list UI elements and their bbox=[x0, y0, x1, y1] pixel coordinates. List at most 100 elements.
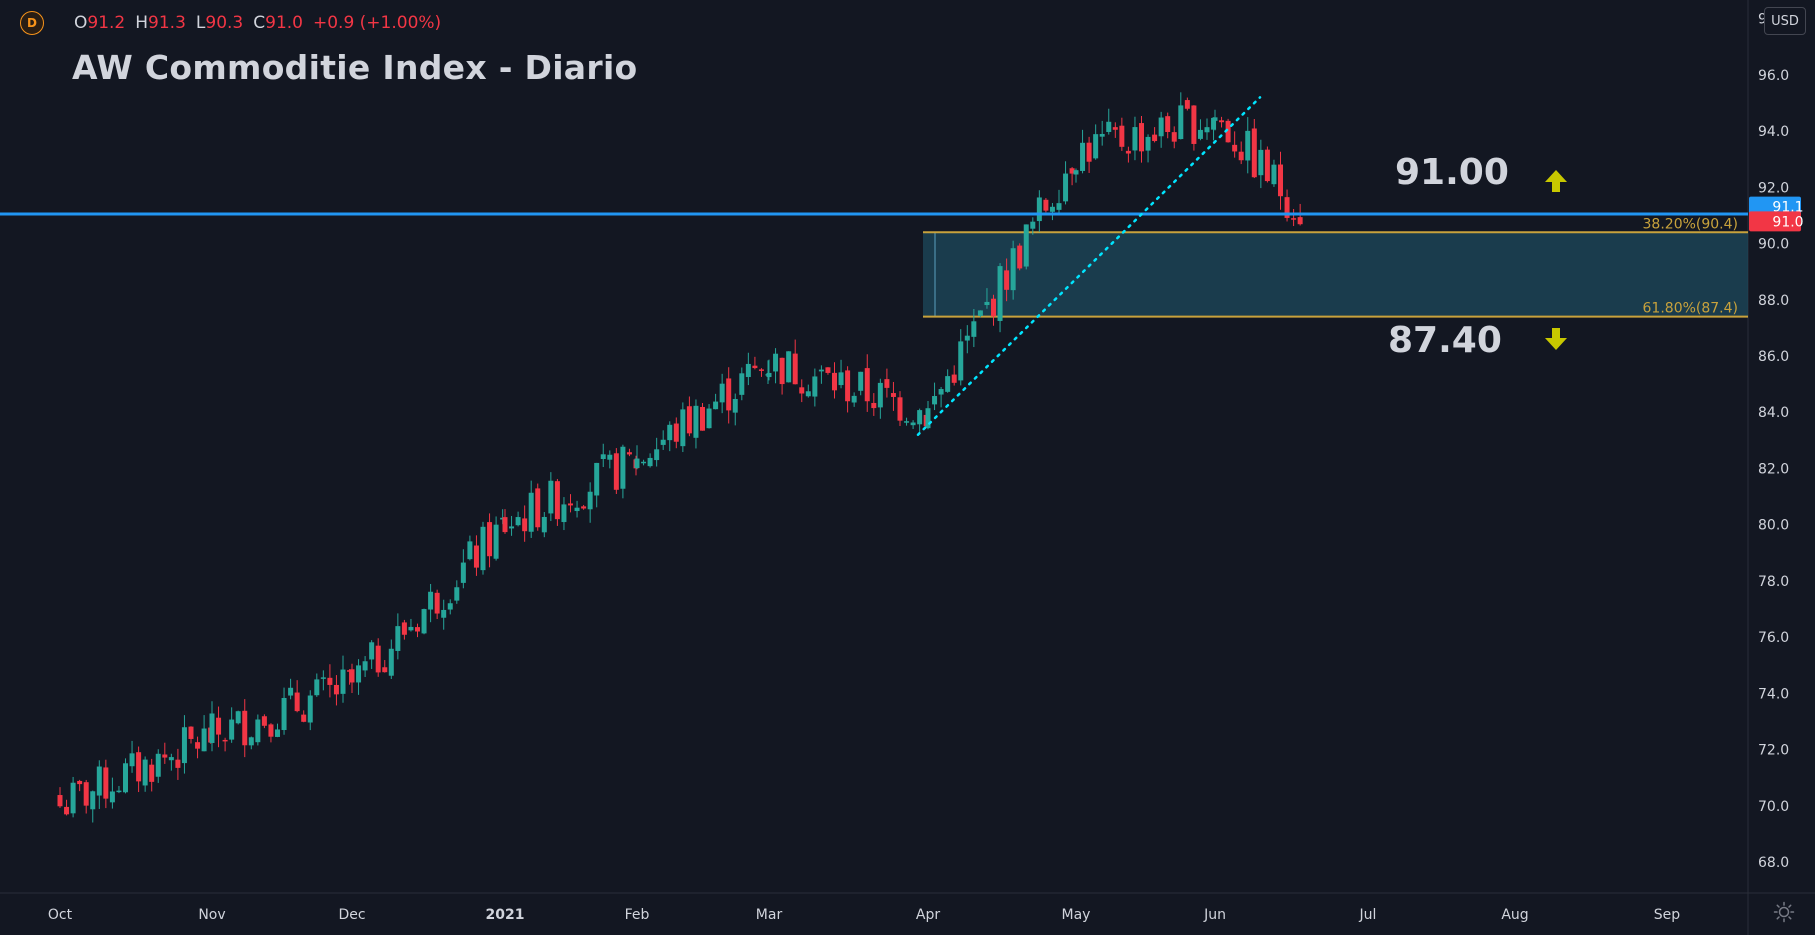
y-tick-label: 74.0 bbox=[1758, 686, 1789, 702]
candle bbox=[1204, 127, 1210, 133]
settings-button[interactable] bbox=[1768, 898, 1800, 926]
candle bbox=[1264, 149, 1270, 182]
candle bbox=[375, 645, 381, 673]
ohlc-open-value: 91.2 bbox=[87, 13, 126, 33]
x-tick-label: Jun bbox=[1203, 907, 1226, 923]
candle bbox=[142, 759, 148, 786]
candle bbox=[561, 504, 567, 523]
ohlc-close-key: C bbox=[253, 13, 266, 33]
candle bbox=[502, 517, 508, 533]
candle bbox=[248, 737, 254, 746]
candle bbox=[594, 462, 600, 496]
ohlc-change: +0.9 (+1.00%) bbox=[312, 13, 442, 33]
candle bbox=[858, 371, 864, 391]
candle bbox=[845, 370, 851, 402]
arrow-down-icon bbox=[1545, 328, 1567, 350]
x-tick-label: Oct bbox=[48, 907, 73, 923]
candle bbox=[1225, 120, 1231, 143]
candle bbox=[77, 780, 83, 785]
candle bbox=[327, 677, 333, 685]
candle bbox=[700, 406, 705, 431]
candle bbox=[693, 405, 699, 438]
candle bbox=[460, 562, 466, 583]
candle bbox=[877, 382, 883, 408]
currency-button[interactable]: USD bbox=[1764, 7, 1806, 35]
candle bbox=[779, 357, 785, 385]
candle bbox=[739, 373, 745, 395]
candle bbox=[1139, 123, 1144, 152]
candle bbox=[129, 753, 135, 767]
y-tick-label: 90.0 bbox=[1758, 237, 1789, 253]
candle bbox=[395, 626, 401, 651]
candle bbox=[1212, 117, 1218, 121]
candle bbox=[1191, 105, 1197, 144]
candle bbox=[320, 677, 326, 679]
candle bbox=[1036, 197, 1042, 222]
candle bbox=[415, 627, 420, 632]
x-tick-label: Feb bbox=[625, 907, 650, 923]
candle bbox=[1245, 130, 1251, 161]
candle bbox=[554, 481, 560, 520]
y-tick-label: 72.0 bbox=[1758, 743, 1789, 759]
candle bbox=[333, 684, 339, 695]
symbol-logo[interactable]: D bbox=[20, 11, 44, 35]
candle bbox=[932, 396, 938, 405]
candle bbox=[726, 378, 732, 411]
y-tick-label: 80.0 bbox=[1758, 518, 1789, 534]
candle bbox=[1010, 248, 1016, 291]
candle bbox=[1119, 125, 1125, 147]
candle bbox=[162, 754, 168, 758]
candle bbox=[951, 374, 957, 383]
candle bbox=[229, 719, 235, 740]
candle bbox=[818, 369, 824, 372]
candle bbox=[613, 453, 619, 490]
candle bbox=[255, 719, 261, 743]
candle bbox=[600, 454, 606, 460]
x-tick-label: Jul bbox=[1359, 907, 1377, 923]
candle bbox=[568, 503, 573, 506]
candle bbox=[401, 622, 407, 635]
candle bbox=[851, 395, 857, 403]
candle bbox=[1184, 100, 1190, 109]
arrow-up-icon bbox=[1545, 170, 1567, 192]
candle bbox=[1132, 127, 1138, 151]
candle bbox=[1197, 129, 1203, 139]
fib-label: 61.80%(87.4) bbox=[1643, 301, 1738, 317]
candle bbox=[732, 398, 738, 413]
y-tick-label: 96.0 bbox=[1758, 68, 1789, 84]
candle bbox=[1063, 173, 1069, 202]
candle bbox=[70, 782, 76, 814]
ohlc-low-value: 90.3 bbox=[205, 13, 244, 33]
candle bbox=[1125, 150, 1131, 154]
candle bbox=[647, 457, 653, 467]
x-tick-label: Mar bbox=[756, 907, 783, 923]
candle bbox=[799, 387, 805, 394]
y-tick-label: 70.0 bbox=[1758, 799, 1789, 815]
candle bbox=[1030, 221, 1036, 229]
candle bbox=[340, 669, 346, 694]
candle bbox=[1086, 142, 1092, 162]
candle bbox=[1080, 142, 1086, 171]
candle bbox=[369, 642, 375, 660]
candle bbox=[660, 439, 666, 445]
candle bbox=[281, 697, 287, 731]
candle bbox=[90, 791, 96, 810]
candle bbox=[222, 739, 228, 742]
candle bbox=[1093, 134, 1099, 159]
candle bbox=[871, 402, 877, 409]
candle bbox=[382, 667, 388, 673]
candle bbox=[201, 728, 207, 752]
candle bbox=[428, 591, 434, 610]
candle bbox=[528, 492, 534, 532]
candle bbox=[910, 422, 916, 426]
candle bbox=[242, 710, 248, 746]
candle bbox=[745, 363, 751, 378]
y-tick-label: 68.0 bbox=[1758, 855, 1789, 871]
y-tick-label: 78.0 bbox=[1758, 574, 1789, 590]
candle bbox=[1291, 218, 1297, 220]
ohlc-low-key: L bbox=[195, 13, 206, 33]
fib-zone bbox=[923, 232, 1748, 317]
candle bbox=[1106, 121, 1112, 132]
candle bbox=[680, 409, 686, 447]
